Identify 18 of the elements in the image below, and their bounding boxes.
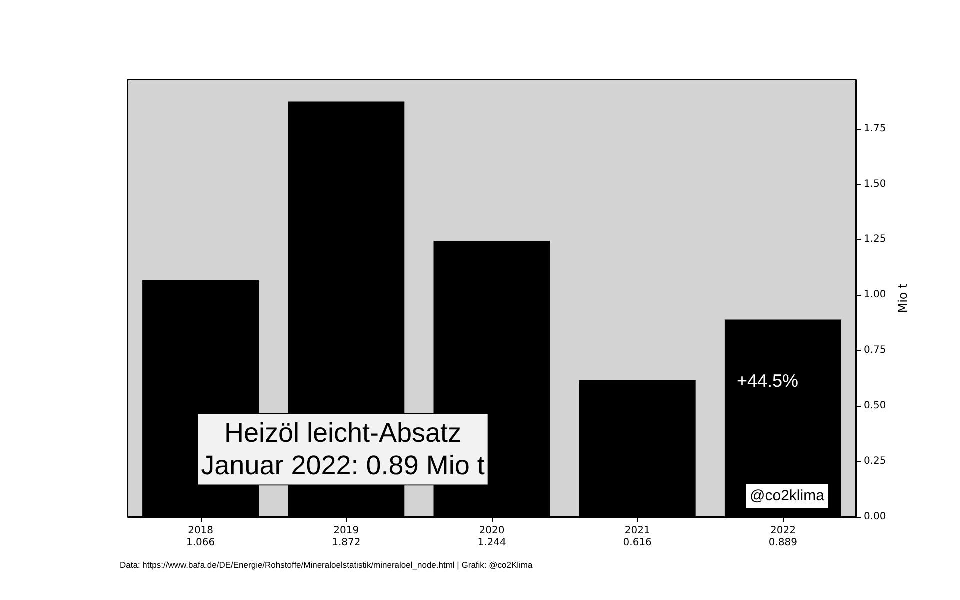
y-tick-label: 1.00 xyxy=(864,290,886,301)
text: Data: https://www.bafa.de/DE/Energie/Rohstoffe/Mineraloelstatistik/mineraloel_node.html | Grafik: @co2Klima xyxy=(120,560,534,570)
x-tick-label: 2022 0.889 xyxy=(768,526,798,548)
annotation: +44.5% xyxy=(737,370,799,391)
x-tick-label: 2021 0.616 xyxy=(623,526,652,548)
y-axis-title: Mio t xyxy=(896,283,910,314)
x-tick-label: 2018 1.066 xyxy=(186,526,216,548)
y-tick-label: 0.25 xyxy=(864,456,886,468)
y-tick-label: 1.25 xyxy=(864,234,886,246)
y-tick-label: 0.00 xyxy=(864,512,886,522)
y-tick-label: 1.75 xyxy=(864,123,886,134)
y-tick-label: 0.50 xyxy=(864,400,886,412)
y-tick-label: 1.50 xyxy=(864,178,886,190)
y-tick-label: 0.75 xyxy=(864,345,886,356)
annotation: @co2klima xyxy=(750,488,826,504)
x-tick-label: 2019 1.872 xyxy=(332,526,361,548)
x-tick-label: 2020 1.244 xyxy=(478,526,506,548)
annotation: Heizöl leicht-Absatz Januar 2022: 0.89 Mio t xyxy=(201,418,486,481)
